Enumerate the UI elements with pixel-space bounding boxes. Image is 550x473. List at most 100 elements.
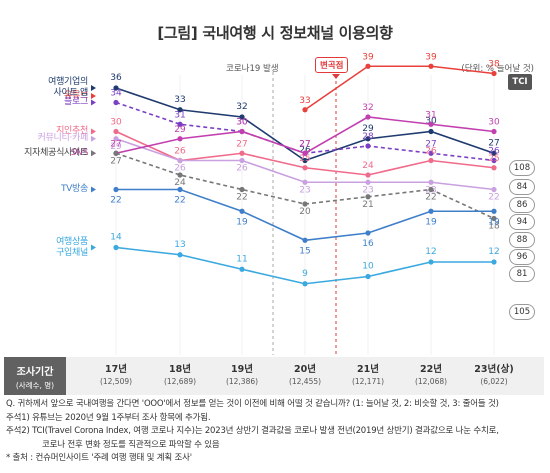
data-point [428, 208, 434, 214]
data-label: 36 [110, 73, 122, 83]
data-label: 33 [299, 96, 310, 106]
data-label: 26 [174, 164, 186, 174]
legend-marker [91, 85, 96, 91]
data-label: 27 [236, 139, 247, 149]
period-sample: (12,171) [351, 377, 385, 386]
period-sample: (12,068) [414, 377, 448, 386]
data-point [428, 179, 434, 185]
data-label: 30 [110, 118, 122, 128]
data-label: 22 [488, 193, 499, 203]
data-label: 27 [299, 139, 310, 149]
data-label: 26 [488, 147, 500, 157]
period-sample: (6,022) [480, 377, 508, 386]
period-sample: (12,689) [163, 377, 197, 386]
data-label: 29 [110, 142, 122, 152]
legend-label: 사이트·앱 [53, 88, 89, 98]
data-point [491, 150, 497, 156]
data-point [177, 252, 183, 258]
period-column: 19년 (12,386) [212, 361, 272, 386]
legend-label: 블로그 [64, 97, 88, 107]
tci-badge: 88 [509, 232, 535, 248]
data-point [239, 186, 245, 193]
legend-item: 여행기업의 사이트·앱 [0, 77, 88, 99]
legend-label: 여행기업의 [48, 77, 88, 87]
data-label: 11 [236, 254, 247, 264]
data-label: 27 [110, 156, 121, 166]
covid-label: 코로나19 발생 [226, 64, 279, 74]
inflection-arrow [332, 74, 340, 79]
note-source: * 출처 : 컨슈머인사이트 '주례 여행 행태 및 계획 조사' [6, 453, 192, 463]
data-point [365, 136, 371, 142]
data-point [491, 70, 497, 77]
data-label: 25 [488, 154, 499, 164]
data-point [302, 107, 308, 113]
data-label: 19 [425, 217, 437, 227]
data-label: 24 [362, 161, 374, 171]
data-label: 16 [362, 239, 374, 249]
data-point [428, 128, 434, 135]
tci-badge: 94 [509, 214, 535, 230]
data-point [428, 259, 434, 265]
data-point [239, 150, 245, 156]
data-point [365, 273, 371, 280]
period-year: 22년 [420, 364, 442, 375]
data-label: 30 [425, 117, 437, 127]
legend-item: 블로그 [0, 97, 88, 108]
data-point [177, 121, 183, 127]
legend-label: 지인추천 [56, 126, 88, 136]
period-header-sub: (사례수, 명) [15, 381, 55, 390]
data-label: 31 [174, 110, 185, 120]
note-question: Q. 귀하께서 앞으로 국내여행을 간다면 'OOO'에서 정보를 얻는 것이 … [6, 399, 499, 409]
data-point [113, 128, 119, 135]
tci-badge: 96 [509, 249, 535, 265]
period-column: 20년 (12,455) [275, 361, 335, 386]
note-1: 주석1) 유튜브는 2020년 9월 1주부터 조사 항목에 추가됨. [6, 412, 211, 423]
data-point [239, 208, 245, 214]
data-label: 25 [299, 154, 310, 164]
period-column: 22년 (12,068) [401, 361, 461, 386]
data-label: 22 [110, 196, 121, 206]
tci-header: TCI [508, 74, 532, 90]
legend-label: 여행상품 [56, 236, 88, 247]
data-point [365, 63, 371, 69]
note-2-cont: 코로나 전후 변화 정도를 직관적으로 파악할 수 있음 [42, 439, 220, 450]
series-line [304, 65, 495, 111]
data-label: 28 [362, 132, 374, 142]
legend-marker [91, 135, 96, 142]
data-label: 33 [174, 95, 185, 105]
data-point [491, 157, 497, 164]
data-point [365, 143, 371, 149]
data-label: 12 [425, 247, 436, 257]
data-label: 14 [110, 233, 122, 243]
data-point [302, 201, 308, 207]
data-point [239, 128, 245, 135]
data-label: 9 [302, 269, 308, 279]
data-label: 39 [362, 52, 374, 62]
data-label: 22 [425, 193, 436, 203]
period-column: 21년 (12,171) [338, 361, 398, 386]
data-label: 23 [299, 185, 310, 195]
legend-label: 커뮤니티·카페 [37, 133, 89, 144]
data-label: 32 [362, 103, 373, 113]
unit-note: (단위: % 늘어날 것) [461, 64, 534, 74]
data-point [428, 121, 434, 127]
period-column: 17년 (12,509) [86, 361, 146, 386]
data-point [428, 157, 434, 164]
legend-item: 커뮤니티·카페 [0, 133, 89, 144]
legend-item: 지인추천 [0, 126, 88, 137]
legend-item: 유튜브 [0, 91, 88, 102]
tci-badge: 105 [509, 304, 535, 320]
data-label: 24 [174, 178, 186, 188]
data-label: 34 [110, 89, 122, 99]
data-point [177, 157, 183, 164]
data-point [302, 237, 308, 243]
data-point [113, 186, 119, 193]
data-label: 29 [174, 125, 186, 135]
data-label: 30 [488, 118, 500, 128]
data-label: 27 [425, 139, 436, 149]
data-point [365, 179, 371, 185]
data-label: 22 [174, 196, 185, 206]
data-label: 38 [488, 60, 500, 70]
data-point [302, 281, 308, 287]
